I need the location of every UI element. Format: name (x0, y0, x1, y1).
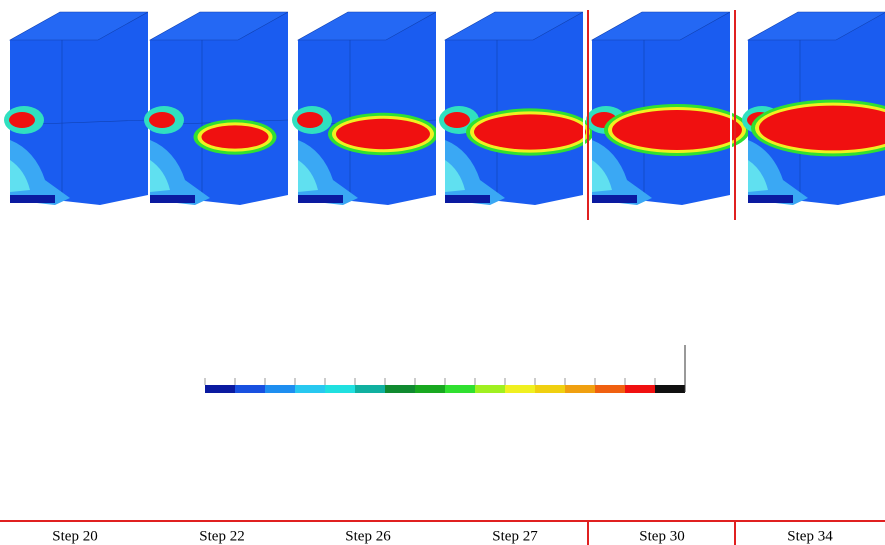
step-label: Step 20 (52, 528, 97, 544)
panel (439, 0, 594, 222)
panel-clip-cover (583, 0, 585, 222)
colorbar-cell (625, 385, 655, 393)
blob (336, 119, 430, 149)
blob (444, 112, 470, 128)
colorbar-cell (505, 385, 535, 393)
panel-clip-cover (436, 0, 438, 222)
colorbar-cell (445, 385, 475, 393)
colorbar-cell (265, 385, 295, 393)
figure: Step 20 Step 22 Step 26 Step 27 Step 30 Step … (0, 0, 885, 545)
blob (9, 112, 35, 128)
colorbar-cell (535, 385, 565, 393)
colorbar-cell (655, 385, 685, 393)
panel (4, 0, 150, 222)
bottom-band (592, 195, 637, 203)
bottom-band (748, 195, 793, 203)
panel-clip-cover (288, 0, 290, 222)
panel (586, 0, 750, 222)
step-labels: Step 20 Step 22 Step 26 Step 27 Step 30 Step … (52, 528, 833, 544)
step-label: Step 27 (492, 528, 538, 544)
colorbar-cell (205, 385, 235, 393)
bottom-band (150, 195, 195, 203)
colorbar-cell (235, 385, 265, 393)
panels (4, 0, 885, 222)
colorbar-cell (385, 385, 415, 393)
step-label: Step 26 (345, 528, 391, 544)
blob (202, 125, 269, 148)
step-label: Step 30 (639, 528, 684, 544)
colorbar-cell (565, 385, 595, 393)
colorbar-cell (595, 385, 625, 393)
step-label: Step 22 (199, 528, 244, 544)
blob (612, 110, 742, 150)
colorbar-cell (325, 385, 355, 393)
step-label: Step 34 (787, 528, 833, 544)
bottom-band (445, 195, 490, 203)
bottom-band (10, 195, 55, 203)
colorbar-cell (475, 385, 505, 393)
colorbar-cell (355, 385, 385, 393)
blob (149, 112, 175, 128)
colorbar (205, 378, 685, 393)
colorbar-cell (415, 385, 445, 393)
colorbar-cell (295, 385, 325, 393)
bottom-band (298, 195, 343, 203)
panel (292, 0, 438, 222)
blob (297, 112, 323, 128)
blob (474, 114, 586, 149)
panel-clip-cover (730, 0, 732, 222)
panel (144, 0, 290, 222)
page: Step 20 Step 22 Step 26 Step 27 Step 30 Step … (0, 0, 885, 545)
panel (742, 0, 885, 222)
